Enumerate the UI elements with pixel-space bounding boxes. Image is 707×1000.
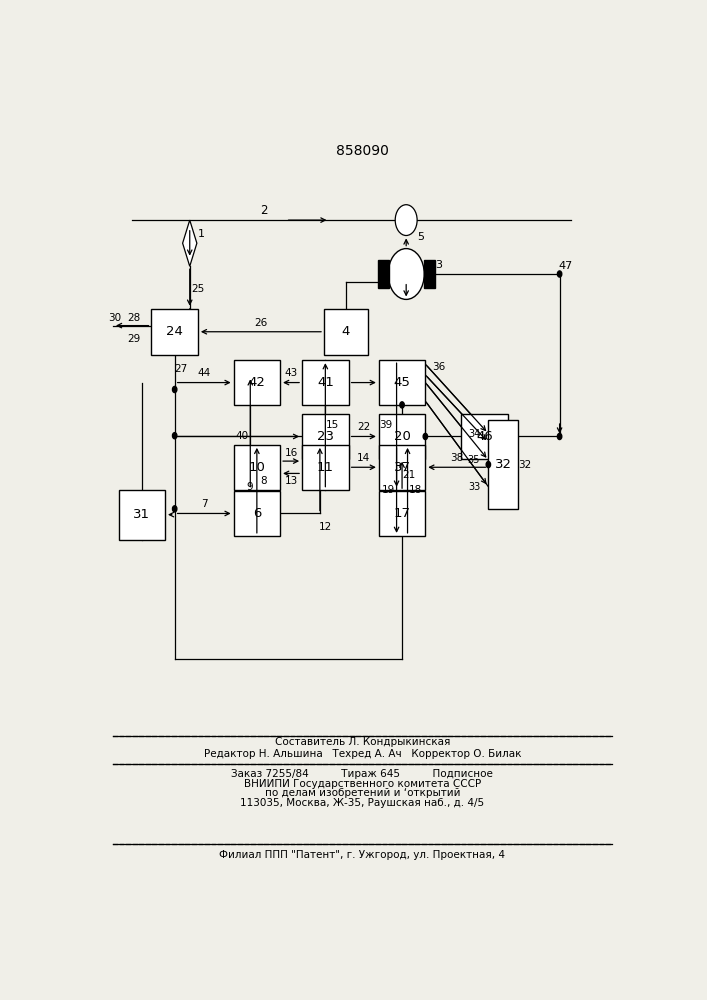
Text: 5: 5 [417,232,424,242]
Text: Филиал ППП "Патент", г. Ужгород, ул. Проектная, 4: Филиал ППП "Патент", г. Ужгород, ул. Про… [219,850,506,860]
Text: 35: 35 [468,455,480,465]
Text: 37: 37 [394,461,411,474]
Circle shape [486,461,491,468]
Text: 18: 18 [409,485,422,495]
Text: 25: 25 [191,284,204,294]
Text: 9: 9 [246,482,252,492]
Text: 14: 14 [357,453,370,463]
Text: 22: 22 [357,422,370,432]
Bar [379,491,426,536]
Text: 30: 30 [108,313,121,323]
Text: 33: 33 [468,482,480,492]
Circle shape [173,433,177,439]
Text: 24: 24 [166,325,183,338]
Text: Заказ 7255/84          Тираж 645          Подписное: Заказ 7255/84 Тираж 645 Подписное [231,769,493,779]
Text: 2: 2 [260,204,267,217]
Text: 45: 45 [394,376,411,389]
Bar [378,260,389,288]
Text: Составитель Л. Кондрыкинская: Составитель Л. Кондрыкинская [274,737,450,747]
Text: 32: 32 [518,460,532,470]
Text: 43: 43 [284,368,298,378]
Text: 858090: 858090 [336,144,389,158]
Bar [379,360,426,405]
Circle shape [173,386,177,393]
Text: 44: 44 [197,368,211,378]
Circle shape [395,205,417,235]
Bar [119,490,165,540]
Bar [302,414,349,459]
Circle shape [557,271,562,277]
Text: 17: 17 [394,507,411,520]
Text: 3: 3 [436,260,443,270]
Text: 31: 31 [134,508,151,521]
Text: 39: 39 [379,420,392,430]
Text: 11: 11 [317,461,334,474]
Text: 13: 13 [284,476,298,486]
Text: 38: 38 [450,453,464,463]
Text: 10: 10 [248,461,265,474]
Bar [324,309,368,355]
Circle shape [400,402,404,408]
Text: 41: 41 [317,376,334,389]
Text: 46: 46 [476,430,493,443]
Text: 42: 42 [248,376,265,389]
Text: 29: 29 [127,334,141,344]
Text: 12: 12 [319,522,332,532]
Circle shape [557,433,562,440]
Bar [489,420,518,509]
Text: 4: 4 [341,325,350,338]
Text: 20: 20 [394,430,411,443]
Bar [233,491,280,536]
Text: 21: 21 [402,470,416,480]
Text: по делам изобретений и ‘открытий: по делам изобретений и ‘открытий [264,788,460,798]
Text: 7: 7 [201,499,207,509]
Circle shape [173,506,177,512]
Text: 1: 1 [198,229,205,239]
Bar [424,260,436,288]
Bar [379,445,426,490]
Bar [302,360,349,405]
Text: 19: 19 [382,485,395,495]
Text: 8: 8 [260,476,267,486]
Bar [233,360,280,405]
Bar [233,445,280,490]
Text: 26: 26 [255,318,267,328]
Bar [151,309,198,355]
Text: 27: 27 [175,364,188,374]
Polygon shape [182,220,197,266]
Bar [379,414,426,459]
Text: ВНИИПИ Государственного комитета СССР: ВНИИПИ Государственного комитета СССР [244,779,481,789]
Text: 15: 15 [326,420,339,430]
Text: 47: 47 [558,261,572,271]
Text: 23: 23 [317,430,334,443]
Text: 28: 28 [127,313,141,323]
Bar [302,445,349,490]
Text: 40: 40 [235,431,249,441]
Text: 113035, Москва, Ж-35, Раушская наб., д. 4/5: 113035, Москва, Ж-35, Раушская наб., д. … [240,798,484,808]
Circle shape [423,433,428,440]
Text: 36: 36 [433,362,445,372]
Bar [461,414,508,459]
Text: 32: 32 [495,458,512,471]
Circle shape [388,249,424,299]
Text: 16: 16 [284,448,298,458]
Text: 34: 34 [468,429,480,439]
Text: Редактор Н. Альшина   Техред А. Ач   Корректор О. Билак: Редактор Н. Альшина Техред А. Ач Коррект… [204,749,521,759]
Text: 6: 6 [252,507,261,520]
